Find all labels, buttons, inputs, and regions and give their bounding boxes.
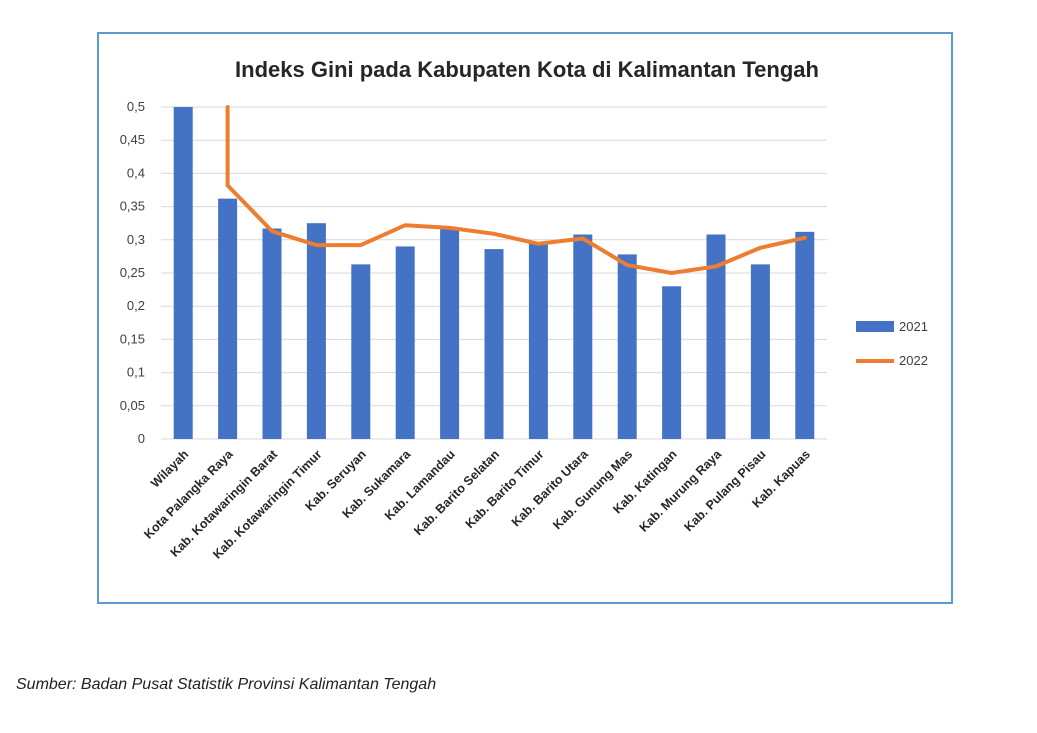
bar-2021 — [662, 286, 682, 439]
legend: 2021 2022 — [856, 319, 928, 368]
y-tick-label: 0,5 — [127, 99, 145, 114]
y-axis-ticks: 0 0,05 0,1 0,15 0,2 0,25 0,3 0,35 0,4 0,45 0,5 — [120, 99, 145, 446]
bar-2021 — [750, 264, 770, 439]
x-tick-label: Kab. Gunung Mas — [550, 447, 635, 532]
legend-swatch-2021 — [856, 321, 894, 332]
y-tick-label: 0,2 — [127, 298, 145, 313]
x-tick-label: Kab. Barito Timur — [463, 447, 547, 531]
y-tick-label: 0,3 — [127, 232, 145, 247]
y-tick-label: 0,15 — [120, 331, 145, 346]
bar-2021 — [306, 223, 326, 439]
x-tick-label: Kab. Barito Selatan — [411, 447, 502, 538]
bar-2021 — [395, 246, 415, 439]
bars-2021 — [173, 107, 815, 439]
bar-2021 — [528, 242, 548, 439]
y-tick-label: 0,05 — [120, 398, 145, 413]
y-tick-label: 0,25 — [120, 265, 145, 280]
bar-2021 — [573, 234, 593, 439]
x-tick-label: Kab. Murung Raya — [637, 446, 725, 534]
bar-2021 — [218, 198, 238, 439]
y-tick-label: 0,35 — [120, 199, 145, 214]
bar-2021 — [617, 254, 637, 439]
legend-label-2021: 2021 — [899, 319, 928, 334]
y-tick-label: 0,45 — [120, 132, 145, 147]
bar-2021 — [706, 234, 726, 439]
bar-2021 — [484, 249, 504, 439]
bar-2021 — [173, 107, 193, 439]
legend-label-2022: 2022 — [899, 353, 928, 368]
x-tick-label: Kab. Barito Utara — [509, 446, 592, 529]
x-tick-label: Kab. Pulang Pisau — [682, 447, 769, 534]
chart-frame: Indeks Gini pada Kabupaten Kota di Kalim… — [97, 32, 953, 604]
chart-title: Indeks Gini pada Kabupaten Kota di Kalim… — [235, 57, 819, 82]
chart-svg: Indeks Gini pada Kabupaten Kota di Kalim… — [120, 57, 928, 562]
bar-2021 — [795, 231, 815, 439]
bar-2021 — [351, 264, 371, 439]
y-tick-label: 0,1 — [127, 365, 145, 380]
bar-2021 — [262, 228, 282, 439]
source-note: Sumber: Badan Pusat Statistik Provinsi K… — [16, 676, 437, 693]
x-tick-label: Wilayah — [148, 447, 191, 490]
bar-2021 — [440, 229, 460, 439]
line-2022 — [225, 105, 807, 275]
y-tick-label: 0,4 — [127, 165, 145, 180]
y-tick-label: 0 — [138, 431, 145, 446]
